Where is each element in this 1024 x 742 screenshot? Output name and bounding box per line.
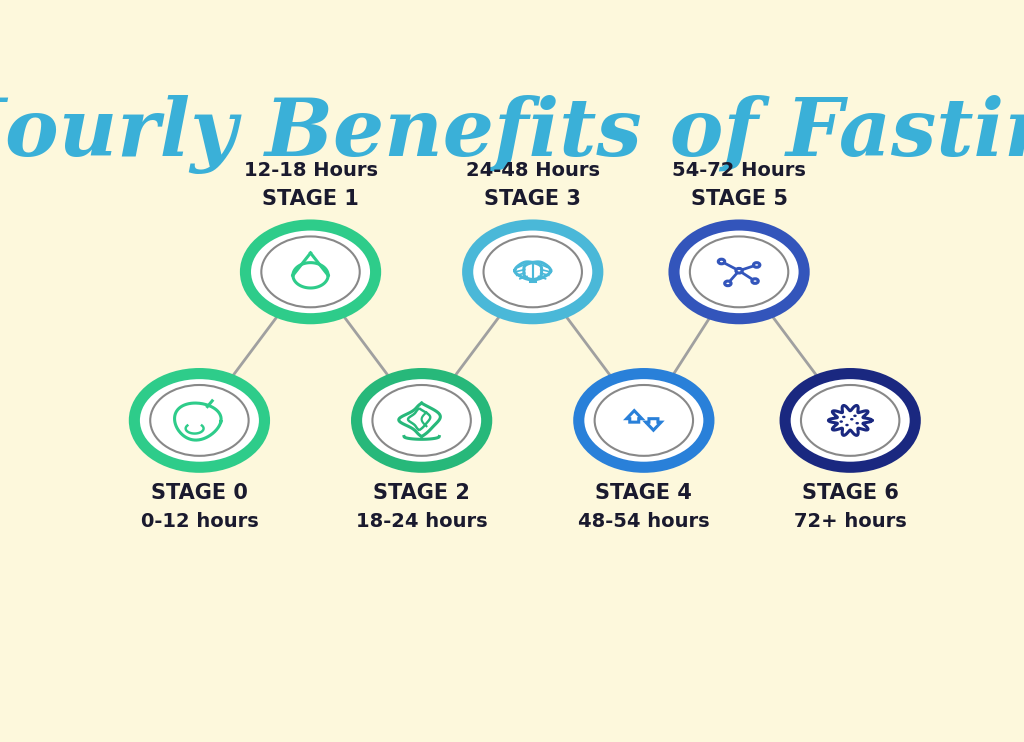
Circle shape [674, 225, 804, 319]
Text: Hourly Benefits of Fasting: Hourly Benefits of Fasting [0, 95, 1024, 174]
Circle shape [468, 225, 598, 319]
Text: STAGE 2: STAGE 2 [373, 483, 470, 503]
Text: STAGE 4: STAGE 4 [595, 483, 692, 503]
Text: STAGE 3: STAGE 3 [484, 189, 582, 209]
Circle shape [754, 263, 760, 267]
Text: 24-48 Hours: 24-48 Hours [466, 161, 600, 180]
Text: STAGE 0: STAGE 0 [151, 483, 248, 503]
Circle shape [845, 424, 849, 427]
Circle shape [736, 269, 742, 273]
Text: 54-72 Hours: 54-72 Hours [672, 161, 806, 180]
Text: STAGE 5: STAGE 5 [690, 189, 787, 209]
Circle shape [850, 418, 854, 421]
Text: 12-18 Hours: 12-18 Hours [244, 161, 378, 180]
Circle shape [246, 225, 376, 319]
Circle shape [853, 415, 857, 417]
Circle shape [840, 420, 843, 423]
Text: 18-24 hours: 18-24 hours [355, 512, 487, 531]
Circle shape [785, 373, 915, 467]
Text: STAGE 6: STAGE 6 [802, 483, 899, 503]
Text: 48-54 hours: 48-54 hours [578, 512, 710, 531]
Circle shape [725, 281, 731, 286]
Circle shape [842, 416, 846, 418]
Circle shape [579, 373, 709, 467]
Text: 0-12 hours: 0-12 hours [140, 512, 258, 531]
Circle shape [752, 279, 758, 283]
Circle shape [134, 373, 264, 467]
Circle shape [855, 422, 859, 424]
Text: STAGE 1: STAGE 1 [262, 189, 359, 209]
Text: 72+ hours: 72+ hours [794, 512, 906, 531]
Circle shape [356, 373, 486, 467]
Circle shape [718, 259, 725, 264]
